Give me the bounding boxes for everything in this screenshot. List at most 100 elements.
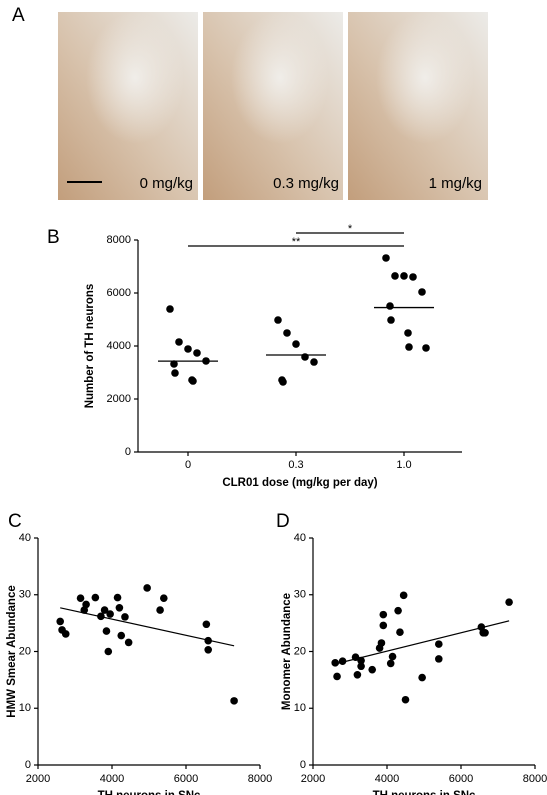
data-point bbox=[377, 639, 386, 647]
data-point bbox=[104, 647, 113, 656]
significance-label: * bbox=[348, 223, 353, 235]
micrograph-overlay bbox=[58, 12, 198, 200]
data-point bbox=[368, 665, 377, 674]
data-point bbox=[166, 305, 174, 313]
data-point bbox=[171, 369, 179, 377]
data-point bbox=[379, 621, 388, 630]
data-point bbox=[193, 349, 201, 357]
data-point bbox=[283, 329, 291, 337]
x-axis-title: CLR01 dose (mg/kg per day) bbox=[222, 477, 377, 489]
data-point bbox=[156, 606, 164, 614]
data-point bbox=[435, 655, 443, 663]
data-point bbox=[387, 316, 395, 324]
data-point bbox=[409, 273, 417, 281]
data-point bbox=[388, 652, 397, 661]
data-point bbox=[401, 695, 410, 704]
micrograph-overlay bbox=[203, 12, 343, 200]
data-point bbox=[230, 697, 238, 705]
data-point bbox=[357, 662, 365, 671]
data-point bbox=[160, 594, 168, 602]
y-axis-title: HMW Smear Abundance bbox=[6, 585, 18, 717]
panel-label: C bbox=[8, 511, 22, 532]
data-point bbox=[175, 338, 183, 346]
micrograph-row: 0 mg/kg 0.3 mg/kg 1 mg/kg bbox=[58, 12, 488, 200]
data-point bbox=[274, 316, 282, 324]
data-point bbox=[189, 377, 197, 385]
y-tick-label: 10 bbox=[294, 702, 306, 714]
data-point bbox=[292, 340, 300, 348]
data-point bbox=[202, 620, 211, 629]
micrograph-overlay bbox=[348, 12, 488, 200]
panel-label: A bbox=[12, 5, 25, 26]
data-point bbox=[399, 591, 408, 600]
data-point bbox=[331, 659, 340, 667]
data-point bbox=[422, 344, 430, 352]
data-point bbox=[418, 673, 426, 682]
data-point bbox=[333, 672, 341, 681]
y-tick-label: 0 bbox=[25, 759, 31, 771]
panel-label: D bbox=[276, 511, 290, 532]
y-tick-label: 6000 bbox=[107, 287, 131, 299]
y-tick-label: 8000 bbox=[107, 234, 131, 246]
data-point bbox=[394, 606, 402, 615]
y-tick-label: 2000 bbox=[107, 393, 131, 405]
data-point bbox=[184, 345, 192, 353]
data-point bbox=[121, 613, 129, 621]
data-point bbox=[76, 594, 85, 602]
data-point bbox=[82, 600, 90, 609]
data-point bbox=[100, 606, 109, 614]
data-point bbox=[106, 610, 114, 618]
data-point bbox=[170, 360, 178, 368]
data-point bbox=[505, 598, 513, 606]
data-point bbox=[124, 638, 133, 647]
y-tick-label: 40 bbox=[19, 532, 31, 544]
y-axis-title: Number of TH neurons bbox=[84, 284, 96, 409]
data-point bbox=[386, 659, 395, 668]
image-label: 1 mg/kg bbox=[429, 175, 482, 192]
data-point bbox=[301, 353, 309, 361]
y-tick-label: 0 bbox=[125, 446, 131, 458]
trend-line bbox=[60, 607, 235, 647]
data-point bbox=[481, 628, 489, 637]
y-tick-label: 20 bbox=[294, 645, 306, 657]
data-point bbox=[391, 272, 399, 280]
x-tick-label: 4000 bbox=[375, 773, 399, 785]
data-point bbox=[379, 610, 388, 619]
data-point bbox=[91, 593, 100, 602]
x-tick-label: 8000 bbox=[523, 773, 547, 785]
y-tick-label: 20 bbox=[19, 645, 31, 657]
data-point bbox=[115, 604, 124, 612]
data-point bbox=[404, 329, 412, 337]
data-point bbox=[279, 378, 287, 386]
panel-label: B bbox=[47, 227, 60, 248]
data-point bbox=[56, 617, 64, 626]
y-tick-label: 4000 bbox=[107, 340, 131, 352]
y-tick-label: 10 bbox=[19, 702, 31, 714]
data-point bbox=[386, 302, 394, 310]
x-tick-label: 2000 bbox=[26, 773, 50, 785]
x-axis-title: TH neurons in SNc bbox=[98, 790, 201, 795]
image-label: 0.3 mg/kg bbox=[273, 175, 339, 192]
data-point bbox=[400, 272, 408, 280]
y-axis-title: Monomer Abundance bbox=[281, 593, 293, 710]
data-point bbox=[396, 628, 404, 637]
data-point bbox=[418, 288, 426, 296]
y-tick-label: 0 bbox=[300, 759, 306, 771]
data-point bbox=[117, 631, 126, 640]
data-point bbox=[310, 358, 318, 366]
significance-label: ** bbox=[292, 236, 301, 248]
x-tick-label: 6000 bbox=[449, 773, 473, 785]
data-point bbox=[102, 627, 111, 635]
x-axis-title: TH neurons in SNc bbox=[373, 790, 476, 795]
y-tick-label: 30 bbox=[294, 589, 306, 601]
x-tick-label: 1.0 bbox=[396, 459, 411, 471]
data-point bbox=[143, 584, 151, 592]
y-tick-label: 30 bbox=[19, 589, 31, 601]
data-point bbox=[435, 640, 443, 648]
image-label: 0 mg/kg bbox=[140, 175, 193, 192]
x-tick-label: 0 bbox=[185, 459, 191, 471]
data-point bbox=[204, 645, 212, 654]
x-tick-label: 8000 bbox=[248, 773, 272, 785]
x-tick-label: 0.3 bbox=[288, 459, 303, 471]
